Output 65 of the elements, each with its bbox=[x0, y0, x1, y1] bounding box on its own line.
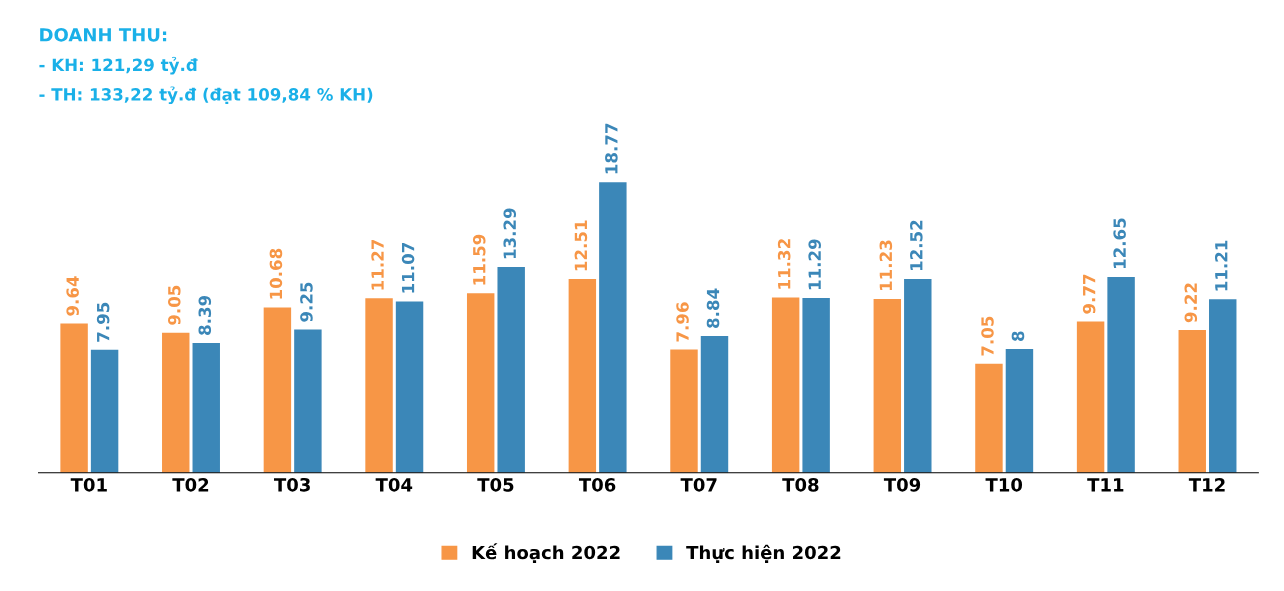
x-tick-label: T10 bbox=[985, 477, 1023, 492]
data-label: 9.25 bbox=[300, 282, 313, 322]
x-tick-label: T01 bbox=[70, 477, 107, 492]
data-label: 10.68 bbox=[269, 248, 283, 299]
data-label: 8.84 bbox=[706, 288, 720, 328]
bar bbox=[263, 307, 292, 473]
data-label: 11.27 bbox=[371, 239, 384, 290]
bar bbox=[599, 182, 627, 473]
data-label: 11.23 bbox=[879, 240, 893, 291]
bar bbox=[1209, 299, 1237, 473]
x-tick-label: T11 bbox=[1087, 478, 1124, 492]
x-tick-label: T07 bbox=[680, 477, 717, 492]
data-label: 11.21 bbox=[1214, 240, 1228, 291]
data-label: 9.64 bbox=[66, 276, 79, 316]
bar bbox=[1178, 330, 1206, 473]
text: - KH: 121,29 tỷ.đ bbox=[39, 56, 198, 75]
data-label: 9.22 bbox=[1184, 283, 1198, 323]
x-tick-label: T06 bbox=[578, 477, 616, 492]
bar bbox=[294, 329, 322, 473]
data-label: 9.05 bbox=[167, 285, 181, 325]
bar bbox=[395, 301, 424, 473]
data-label: 12.51 bbox=[574, 220, 588, 271]
x-tick-label: T03 bbox=[274, 477, 310, 492]
bar bbox=[497, 267, 525, 473]
data-label: 13.29 bbox=[503, 208, 517, 259]
data-label: 11.59 bbox=[472, 234, 486, 285]
legend-label: Thực hiện 2022 bbox=[686, 544, 841, 563]
data-label: 7.05 bbox=[981, 316, 994, 356]
data-label: 8 bbox=[1011, 331, 1025, 341]
bar bbox=[802, 297, 830, 473]
chart-title: DOANH THU: bbox=[40, 27, 167, 42]
bar bbox=[904, 278, 932, 473]
text: - TH: 133,22 tỷ.đ (đạt 109,84 % KH) bbox=[39, 86, 373, 105]
x-tick-label: T05 bbox=[477, 477, 514, 492]
legend-label: Kế hoạch 2022 bbox=[472, 543, 620, 563]
bar bbox=[568, 279, 597, 473]
bar bbox=[1107, 276, 1135, 473]
data-label: 8.39 bbox=[198, 295, 212, 335]
bar bbox=[670, 349, 698, 473]
x-tick-label: T12 bbox=[1188, 477, 1225, 492]
bar bbox=[192, 342, 220, 473]
data-label: 12.65 bbox=[1113, 218, 1126, 269]
data-label: 12.52 bbox=[910, 220, 923, 271]
bar bbox=[365, 298, 393, 473]
x-tick-label: T02 bbox=[172, 477, 209, 492]
data-label: 9.77 bbox=[1082, 274, 1096, 314]
bar bbox=[162, 332, 190, 473]
bar bbox=[771, 297, 800, 473]
data-label: 7.95 bbox=[96, 302, 110, 342]
bar bbox=[975, 363, 1003, 473]
bar bbox=[700, 335, 729, 473]
data-label: 18.77 bbox=[605, 123, 618, 174]
data-label: 7.96 bbox=[676, 302, 689, 342]
bar bbox=[60, 323, 88, 473]
bar bbox=[466, 293, 495, 473]
x-tick-label: T08 bbox=[782, 477, 819, 492]
x-tick-label: T09 bbox=[883, 477, 921, 492]
bar bbox=[90, 349, 119, 473]
bar bbox=[1076, 321, 1105, 473]
bar bbox=[1005, 348, 1034, 473]
data-label: 11.29 bbox=[808, 239, 821, 290]
data-label: 11.07 bbox=[401, 243, 415, 293]
x-tick-label: T04 bbox=[375, 477, 413, 492]
data-label: 11.32 bbox=[777, 239, 791, 289]
bar bbox=[873, 298, 902, 473]
